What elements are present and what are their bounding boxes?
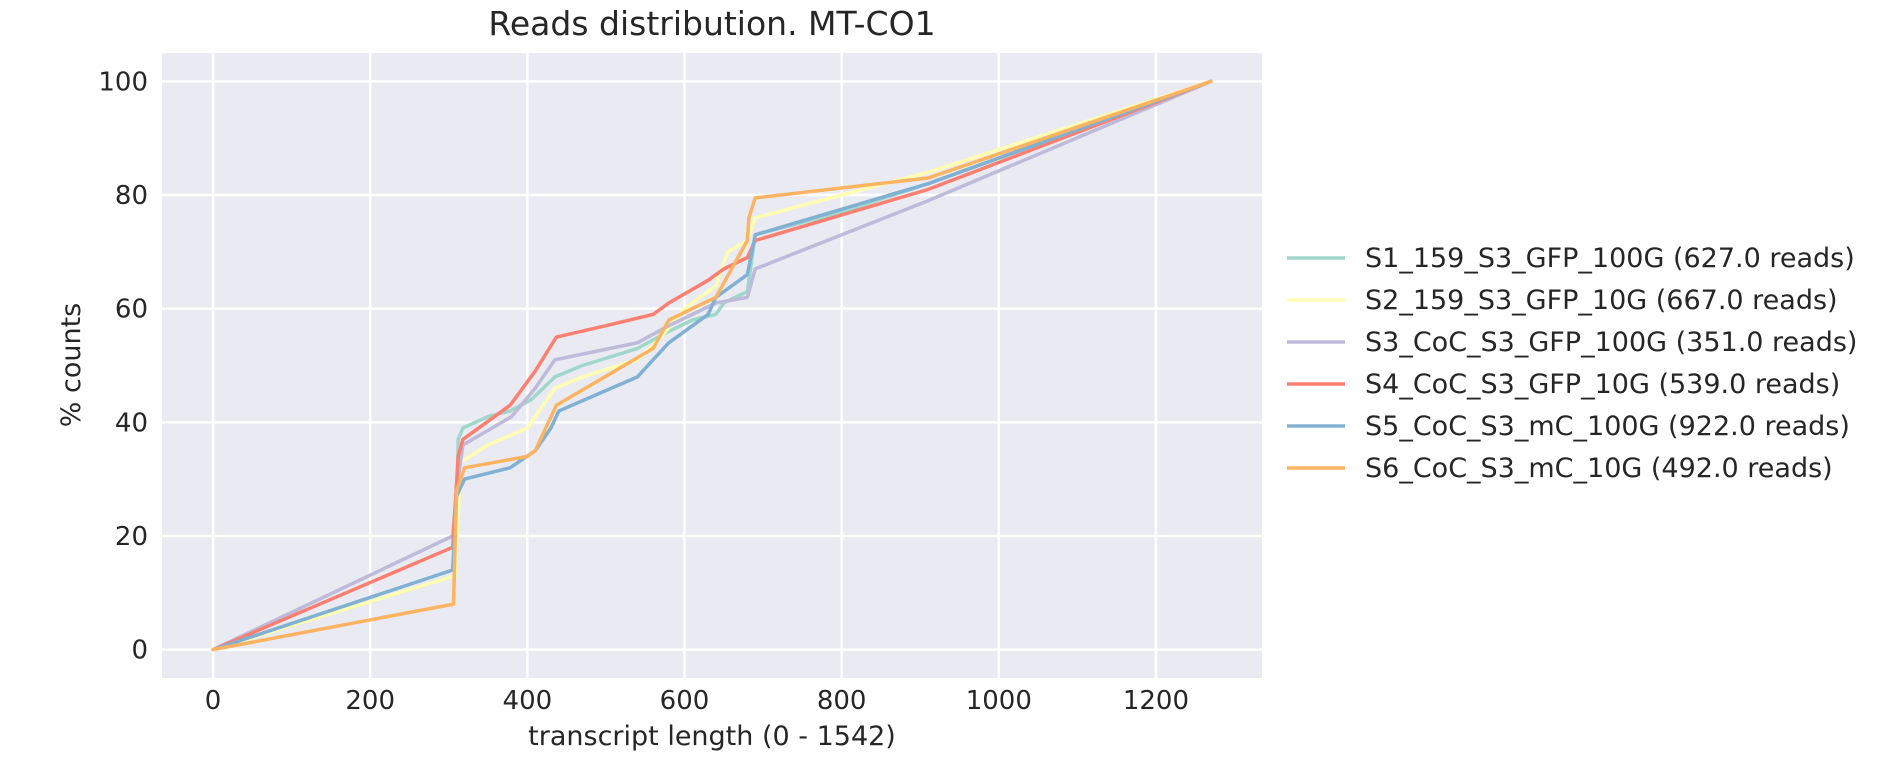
legend: S1_159_S3_GFP_100G (627.0 reads) S2_159_S… [1287,243,1857,484]
x-tick-label: 600 [660,686,710,716]
legend-label-6: S6_CoC_S3_mC_10G (492.0 reads) [1365,453,1833,484]
x-tick-label: 1200 [1123,686,1189,716]
x-tick-label: 800 [817,686,867,716]
y-tick-label: 0 [131,636,148,666]
chart-title: Reads distribution. MT-CO1 [488,4,935,43]
x-axis-label: transcript length (0 - 1542) [528,721,896,752]
x-tick-label: 1000 [966,686,1032,716]
legend-label-5: S5_CoC_S3_mC_100G (922.0 reads) [1365,411,1850,442]
y-tick-label: 60 [115,295,148,325]
series-line-5 [211,79,1213,652]
legend-label-4: S4_CoC_S3_GFP_10G (539.0 reads) [1365,369,1840,400]
plot-area [162,53,1262,678]
series-line-6 [211,79,1213,652]
y-axis-label: % counts [56,303,87,427]
x-tick-label: 400 [503,686,553,716]
axis-ticks: 0 200 400 600 800 1000 1200 0 20 40 60 80 100 [98,67,1189,716]
y-tick-label: 80 [115,181,148,211]
series-lines [211,79,1213,652]
legend-label-1: S1_159_S3_GFP_100G (627.0 reads) [1365,243,1855,274]
y-tick-label: 20 [115,522,148,552]
legend-label-3: S3_CoC_S3_GFP_100G (351.0 reads) [1365,327,1857,358]
x-tick-label: 200 [345,686,395,716]
y-tick-label: 100 [98,67,148,97]
y-tick-label: 40 [115,408,148,438]
legend-label-2: S2_159_S3_GFP_10G (667.0 reads) [1365,285,1838,316]
x-tick-label: 0 [205,686,222,716]
